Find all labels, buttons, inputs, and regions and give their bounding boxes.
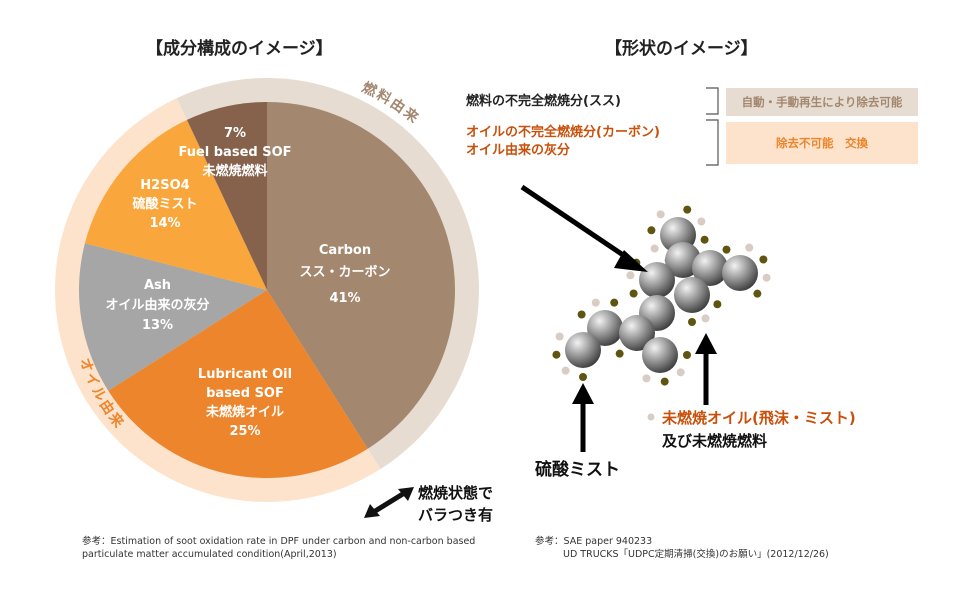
lubricant-label-ja: 未燃焼オイル xyxy=(205,405,284,420)
variation-line2: バラつき有 xyxy=(418,506,494,524)
h2so4-label: H2SO4 xyxy=(140,178,190,193)
droplet-dot xyxy=(676,368,685,377)
removable-box: 自動・手動再生により除去可能 xyxy=(726,88,918,116)
left-ref-line2: particulate matter accumulated condition… xyxy=(82,549,337,560)
h2so4-value: 14% xyxy=(149,216,181,231)
droplet-dot xyxy=(552,350,561,359)
droplet-dot xyxy=(762,273,771,282)
droplet-dot xyxy=(626,271,635,280)
oil-mist-label: 未燃焼オイル(飛沫・ミスト) xyxy=(662,409,856,427)
slice-label-carbon: Carbon スス・カーボン 41% xyxy=(290,240,400,310)
ash-label-ja: オイル由来の灰分 xyxy=(105,298,210,313)
arrow-up-icon xyxy=(695,333,717,405)
h2so4-label-ja: 硫酸ミスト xyxy=(132,197,198,212)
legend-oil: オイルの不完全燃焼分(カーボン) オイル由来の灰分 xyxy=(466,124,660,160)
pie-slice-carbon xyxy=(267,102,455,449)
slice-label-fuel: 7% Fuel based SOF 未燃焼燃料 xyxy=(170,124,300,181)
right-title: 【形状のイメージ】 xyxy=(605,39,758,59)
droplet-dot xyxy=(745,243,754,252)
slice-label-h2so4: H2SO4 硫酸ミスト 14% xyxy=(120,176,210,233)
carbon-value: 41% xyxy=(329,291,361,306)
double-arrow-icon xyxy=(364,487,414,518)
right-ref-line1: 参考：SAE paper 940233 xyxy=(535,536,653,547)
droplet-dot xyxy=(697,217,706,226)
droplet-dot xyxy=(642,374,651,383)
pie-slice-h2so4 xyxy=(84,119,267,290)
variation-line1: 燃焼状態で xyxy=(418,484,494,502)
droplet-dot xyxy=(591,298,600,307)
fuel-value: 7% xyxy=(223,126,247,141)
legend-fuel-soot: 燃料の不完全燃焼分(スス) xyxy=(466,94,621,109)
droplet-dot xyxy=(700,235,709,244)
droplet-dot xyxy=(713,300,722,309)
droplet-dot xyxy=(577,310,586,319)
carbon-label-ja: スス・カーボン xyxy=(299,265,391,280)
variation-note: 燃焼状態で バラつき有 xyxy=(418,482,493,526)
not-removable-box: 除去不可能 交換 xyxy=(726,122,918,164)
arrow-up-icon xyxy=(572,383,594,452)
pie-slice-fuel-based-sof xyxy=(186,102,267,290)
droplet-dot xyxy=(688,318,696,326)
lubricant-value: 25% xyxy=(229,424,261,439)
sulfuric-mist-label: 硫酸ミスト xyxy=(535,460,620,480)
droplet-dot xyxy=(615,349,624,358)
arrow-icon xyxy=(520,184,648,272)
pie-slice-ash xyxy=(79,243,267,391)
lubricant-label-1: Lubricant Oil xyxy=(197,367,293,382)
left-title: 【成分構成のイメージ】 xyxy=(146,39,333,59)
soot-particle xyxy=(674,277,710,313)
slice-label-lubricant: Lubricant Oil based SOF 未燃焼オイル 25% xyxy=(180,365,310,441)
right-reference: 参考：SAE paper 940233 UD TRUCKS「UDPC定期清掃(交… xyxy=(535,535,829,561)
fuel-label-ja: 未燃焼燃料 xyxy=(202,164,268,179)
lubricant-label-2: based SOF xyxy=(206,386,284,401)
soot-particle xyxy=(722,255,758,291)
droplet-dot xyxy=(647,226,656,235)
left-reference: 参考：Estimation of soot oxidation rate in … xyxy=(82,535,475,561)
legend-oil-ash: オイル由来の灰分 xyxy=(466,143,571,158)
pie-slice-lubricant-oil-based-sof xyxy=(108,290,368,478)
droplet-dot xyxy=(650,244,659,253)
soot-particle xyxy=(665,242,701,278)
soot-particle xyxy=(587,310,623,346)
slice-label-ash: Ash オイル由来の灰分 13% xyxy=(90,276,225,336)
droplet-dot xyxy=(656,210,665,219)
ash-label: Ash xyxy=(143,278,172,293)
legend-oil-carbon: オイルの不完全燃焼分(カーボン) xyxy=(466,125,660,140)
carbon-label: Carbon xyxy=(318,243,372,258)
droplet-dot xyxy=(701,314,710,323)
droplet-dot xyxy=(759,255,768,264)
droplet-dot xyxy=(660,377,669,386)
right-ref-line2: UD TRUCKS「UDPC定期清掃(交換)のお願い」(2012/12/26) xyxy=(563,549,829,560)
droplet-dot xyxy=(683,351,691,359)
droplet-dot xyxy=(610,298,619,307)
droplet-dot xyxy=(722,245,731,254)
soot-particle xyxy=(642,337,678,373)
unburned-fuel-label: 及び未燃焼燃料 xyxy=(662,432,768,450)
fuel-label: Fuel based SOF xyxy=(178,145,292,160)
soot-particle xyxy=(565,332,601,368)
droplet-dot xyxy=(629,289,638,298)
soot-particle xyxy=(692,250,728,286)
droplet-dot xyxy=(579,373,587,381)
legend-dot-icon xyxy=(647,413,655,421)
ash-value: 13% xyxy=(141,318,174,333)
legend-brackets xyxy=(706,87,719,166)
droplet-dot xyxy=(753,289,762,298)
soot-particle xyxy=(639,262,675,298)
soot-particle xyxy=(619,315,655,351)
droplet-dot xyxy=(555,332,564,341)
droplet-dot xyxy=(561,366,570,375)
droplet-dot xyxy=(683,205,692,214)
left-ref-line1: 参考：Estimation of soot oxidation rate in … xyxy=(82,536,476,547)
